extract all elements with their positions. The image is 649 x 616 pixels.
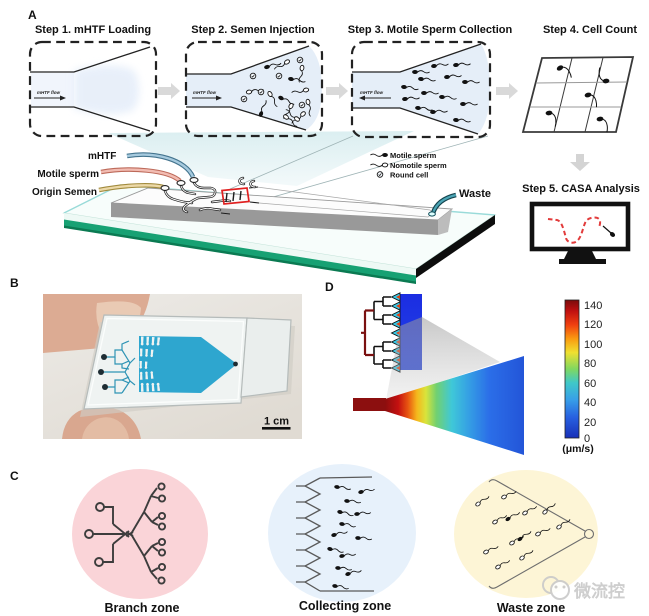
svg-text:Step 3. Motile Sperm Collectio: Step 3. Motile Sperm Collection (348, 24, 513, 36)
svg-text:60: 60 (584, 378, 596, 390)
svg-text:100: 100 (584, 339, 602, 351)
svg-text:mHTF flow: mHTF flow (360, 90, 383, 95)
svg-text:Step 1. mHTF Loading: Step 1. mHTF Loading (35, 24, 151, 36)
svg-text:Step 4. Cell Count: Step 4. Cell Count (543, 24, 637, 36)
svg-text:Origin Semen: Origin Semen (32, 187, 97, 198)
svg-text:40: 40 (584, 397, 596, 409)
svg-text:C: C (10, 469, 19, 483)
svg-text:1 cm: 1 cm (264, 416, 289, 428)
svg-text:Waste zone: Waste zone (497, 601, 565, 615)
svg-text:Step 2. Semen Injection: Step 2. Semen Injection (191, 24, 315, 36)
svg-text:140: 140 (584, 300, 602, 312)
svg-text:B: B (10, 276, 19, 290)
svg-text:Collecting zone: Collecting zone (299, 599, 391, 613)
svg-text:Motile sperm: Motile sperm (37, 169, 99, 180)
svg-text:Step 5. CASA Analysis: Step 5. CASA Analysis (522, 183, 640, 195)
svg-text:Round cell: Round cell (390, 171, 428, 180)
svg-text:80: 80 (584, 358, 596, 370)
svg-text:Motile sperm: Motile sperm (390, 151, 437, 160)
svg-text:Branch zone: Branch zone (104, 601, 179, 615)
svg-text:0: 0 (584, 433, 590, 445)
svg-text:mHTF flow: mHTF flow (193, 90, 216, 95)
svg-text:微流控: 微流控 (573, 581, 625, 601)
svg-text:A: A (28, 8, 37, 22)
svg-text:120: 120 (584, 319, 602, 331)
svg-text:20: 20 (584, 417, 596, 429)
svg-text:Waste: Waste (459, 188, 491, 200)
svg-text:mHTF flow: mHTF flow (37, 90, 60, 95)
svg-text:D: D (325, 280, 334, 294)
svg-text:mHTF: mHTF (88, 151, 116, 162)
svg-text:Nomotile sperm: Nomotile sperm (390, 161, 447, 170)
svg-text:(μm/s): (μm/s) (562, 443, 594, 455)
